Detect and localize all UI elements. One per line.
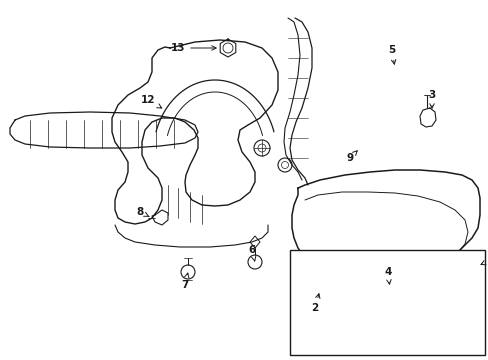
Text: 4: 4: [384, 267, 391, 284]
Text: 15: 15: [0, 359, 1, 360]
Text: 3: 3: [427, 90, 435, 108]
Text: 2: 2: [311, 294, 319, 313]
Text: 13: 13: [170, 43, 216, 53]
Text: 8: 8: [136, 207, 149, 217]
Text: 12: 12: [141, 95, 162, 108]
Text: 14: 14: [480, 253, 488, 265]
Text: 6: 6: [248, 245, 255, 261]
Text: 11: 11: [0, 359, 1, 360]
Text: 7: 7: [181, 273, 188, 290]
Text: 1: 1: [0, 359, 1, 360]
Text: 5: 5: [387, 45, 395, 64]
Bar: [289, 250, 484, 355]
Text: 9: 9: [346, 151, 357, 163]
Text: 10: 10: [0, 359, 1, 360]
